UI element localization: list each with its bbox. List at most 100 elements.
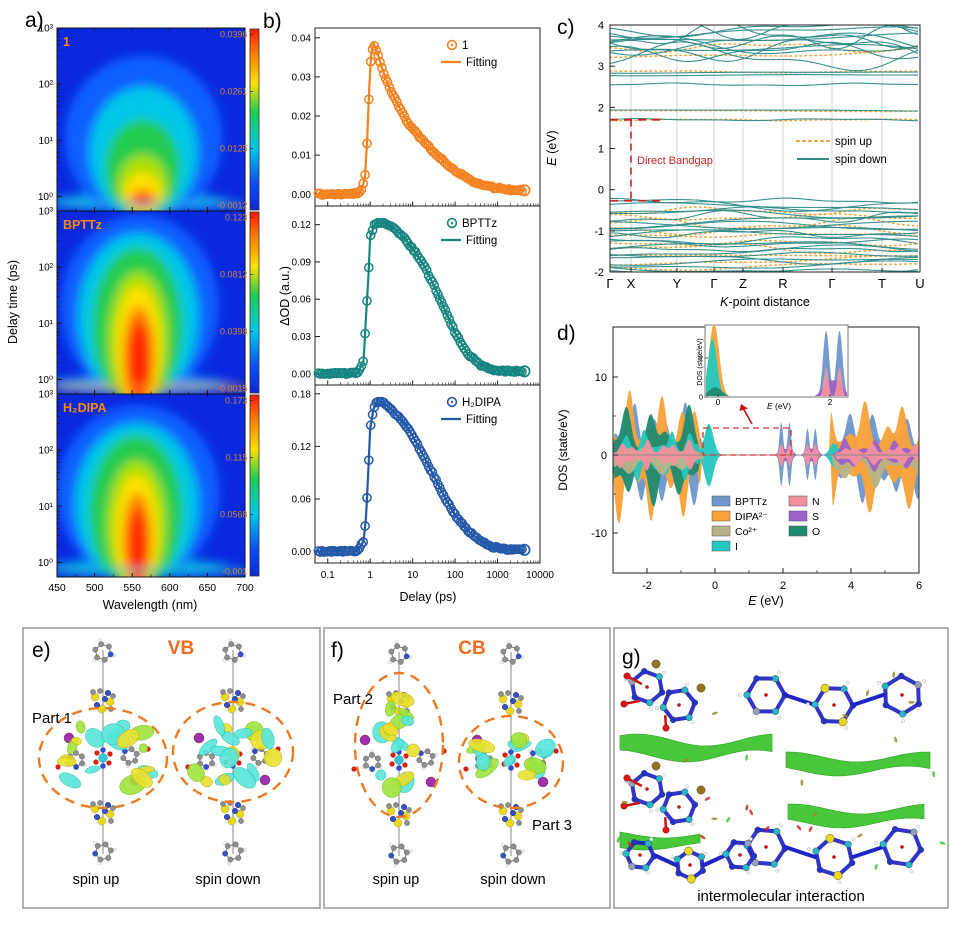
atom — [108, 652, 113, 657]
atom — [134, 751, 139, 756]
h-atom — [719, 852, 722, 855]
ring-center-dot — [764, 845, 768, 849]
h-atom — [806, 702, 809, 705]
br-atom — [697, 786, 705, 794]
legend-label: BPTTz — [735, 496, 767, 508]
c-yaxis-label: E (eV) — [545, 130, 559, 165]
o-atom — [624, 775, 631, 782]
c-ytick-label: 2 — [598, 102, 604, 114]
atom — [659, 791, 665, 797]
h-atom — [777, 716, 780, 719]
c-atom — [505, 802, 510, 807]
atom — [229, 641, 234, 646]
d-xtick-label: 2 — [780, 580, 786, 592]
heat-layer — [128, 508, 146, 585]
atom — [228, 857, 233, 862]
a-ytick-label: 10⁰ — [38, 375, 53, 386]
c-atom — [238, 706, 243, 711]
c-ytick-label: 3 — [598, 61, 604, 73]
c-atom — [516, 708, 521, 713]
a-ytick-label: 10³ — [39, 207, 54, 218]
c-atom — [240, 693, 245, 698]
i-atom — [360, 735, 370, 745]
n-atom — [390, 816, 396, 822]
atom — [834, 871, 842, 879]
atom — [503, 845, 508, 850]
d-xtick-label: 4 — [848, 580, 854, 592]
atom — [659, 689, 665, 695]
legend-series-label: BPTTz — [462, 218, 497, 230]
b-frame — [315, 28, 540, 206]
n-atom — [401, 804, 407, 810]
h-atom — [776, 869, 779, 872]
atom — [402, 646, 407, 651]
atom — [773, 828, 780, 835]
n-atom — [398, 810, 404, 816]
o-atom — [515, 753, 520, 758]
atom — [516, 654, 521, 659]
c-direct-bandgap-annotation: Direct Bandgap — [637, 155, 713, 167]
a-ytick-label: 10⁰ — [38, 558, 53, 569]
e-vb-label: VB — [168, 638, 194, 659]
a-ytick-label: 10³ — [39, 390, 54, 401]
colorbar — [250, 212, 259, 393]
atom — [388, 853, 393, 858]
c-xtick-label: Γ — [828, 276, 835, 291]
b-ytick-label: 0.12 — [292, 442, 312, 453]
a-ytick-label: 10¹ — [39, 319, 54, 330]
ring-center-dot — [900, 845, 904, 849]
atom — [106, 644, 111, 649]
atom — [363, 756, 368, 761]
atom — [751, 853, 757, 859]
atom — [224, 655, 229, 660]
atom — [511, 844, 516, 849]
a-xtick-label: 500 — [86, 582, 104, 594]
atom — [106, 855, 111, 860]
atom — [841, 686, 848, 693]
legend-swatch — [789, 526, 807, 536]
b-frame — [315, 206, 540, 385]
a-xtick-label: 450 — [48, 582, 66, 594]
c-xlabel-rest: -point distance — [729, 295, 810, 309]
c-atom — [518, 695, 523, 700]
b-ytick-label: 0.04 — [292, 33, 312, 44]
o-atom — [663, 725, 670, 732]
colorbar-tick-label: 0.123 — [225, 212, 248, 222]
ring-center-dot — [900, 693, 904, 697]
panel-letter-f: f) — [331, 639, 344, 662]
atom — [692, 700, 698, 706]
c-atom — [505, 690, 510, 695]
legend-label: N — [812, 496, 820, 508]
d-inset-yaxis-label: DOS (state/eV) — [697, 338, 704, 385]
o-atom — [663, 827, 670, 834]
h-atom — [619, 851, 622, 854]
atom — [399, 844, 404, 849]
atom — [251, 755, 256, 760]
h-atom — [807, 847, 810, 850]
n-atom — [100, 763, 106, 769]
atom — [899, 711, 906, 718]
panel-letter-c: c) — [557, 16, 575, 39]
a-yaxis-label: Delay time (ps) — [6, 260, 20, 344]
n-atom — [235, 802, 241, 808]
ring-center-dot — [688, 863, 692, 867]
legend-swatch — [789, 511, 807, 521]
h-atom — [655, 707, 658, 710]
c-atom — [220, 689, 225, 694]
atom — [700, 868, 706, 874]
b-ytick-label: 0.00 — [292, 547, 312, 558]
atom — [916, 701, 922, 707]
a-ytick-label: 10⁰ — [38, 192, 53, 203]
b-xtick-label: 10 — [407, 570, 419, 581]
heatmap-title: 1 — [63, 35, 70, 49]
o-atom — [621, 803, 628, 810]
n-atom — [508, 749, 514, 755]
atom — [417, 757, 422, 762]
n-atom — [510, 698, 516, 704]
b-xaxis-label: Delay (ps) — [400, 590, 457, 604]
legend-swatch — [712, 496, 730, 506]
panel-e-box — [23, 628, 320, 908]
h-atom — [738, 693, 741, 696]
h-atom — [778, 671, 781, 674]
